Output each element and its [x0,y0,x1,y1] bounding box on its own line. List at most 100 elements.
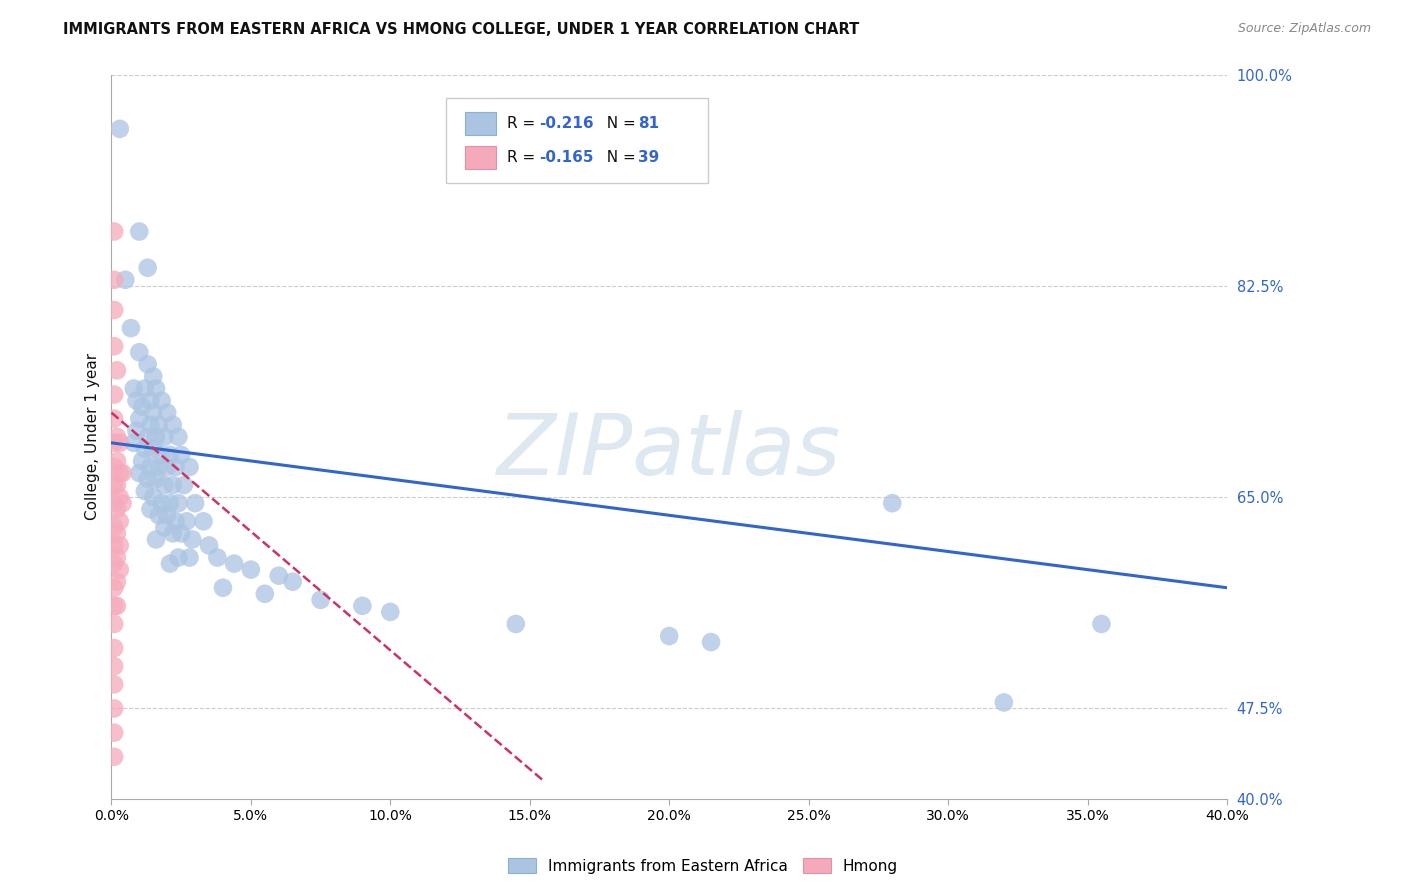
Point [162,417,184,432]
Text: N =: N = [596,116,640,131]
Text: -0.165: -0.165 [538,150,593,165]
Point [150,448,173,462]
Text: Source: ZipAtlas.com: Source: ZipAtlas.com [1237,22,1371,36]
Point [156,508,179,523]
Point [176,514,198,528]
Point [108,121,131,136]
Point [142,442,165,456]
Point [165,460,187,475]
Point [105,574,128,589]
Point [181,533,204,547]
Point [148,460,170,475]
Point [103,460,125,475]
Point [159,448,181,462]
Point [122,382,145,396]
Point [128,411,150,425]
Text: 39: 39 [638,150,659,165]
Point [153,520,176,534]
Point [139,502,162,516]
Point [173,478,195,492]
Point [142,406,165,420]
Point [1090,617,1112,632]
Point [136,357,159,371]
Point [131,454,153,468]
Point [148,417,170,432]
Point [193,514,215,528]
Point [105,454,128,468]
Point [267,568,290,582]
Point [184,496,207,510]
Point [148,508,170,523]
Point [505,617,527,632]
Point [212,581,235,595]
Point [103,520,125,534]
Point [105,478,128,492]
Point [103,303,125,318]
Point [145,430,167,444]
Point [128,225,150,239]
Point [128,466,150,480]
Text: R =: R = [508,116,540,131]
Point [125,424,148,438]
Point [103,599,125,613]
Point [658,629,681,643]
Point [139,417,162,432]
Point [103,273,125,287]
Point [105,430,128,444]
Point [153,478,176,492]
Point [993,696,1015,710]
Point [136,260,159,275]
Point [207,550,229,565]
Point [108,539,131,553]
Point [134,484,156,499]
Point [134,382,156,396]
Point [103,557,125,571]
Point [131,400,153,414]
Point [128,345,150,359]
Point [134,442,156,456]
Point [179,550,201,565]
Point [103,225,125,239]
Point [103,496,125,510]
Legend: Immigrants from Eastern Africa, Hmong: Immigrants from Eastern Africa, Hmong [502,852,904,880]
Point [125,393,148,408]
Point [103,339,125,353]
Point [103,701,125,715]
Point [170,526,193,541]
Point [145,472,167,486]
Point [170,448,193,462]
Point [103,387,125,401]
FancyBboxPatch shape [465,112,496,136]
Text: ZIPatlas: ZIPatlas [498,409,841,492]
Point [103,659,125,673]
Point [114,273,136,287]
Point [156,460,179,475]
Point [165,514,187,528]
Point [108,490,131,504]
Point [309,592,332,607]
Point [145,382,167,396]
Point [136,430,159,444]
Point [103,617,125,632]
Point [224,557,246,571]
Point [145,533,167,547]
Point [700,635,723,649]
Point [150,496,173,510]
Text: IMMIGRANTS FROM EASTERN AFRICA VS HMONG COLLEGE, UNDER 1 YEAR CORRELATION CHART: IMMIGRANTS FROM EASTERN AFRICA VS HMONG … [63,22,859,37]
Point [103,478,125,492]
Point [167,550,190,565]
Point [105,502,128,516]
Point [105,526,128,541]
Point [103,641,125,656]
Point [139,393,162,408]
Point [139,460,162,475]
Point [150,393,173,408]
Point [105,550,128,565]
Point [108,435,131,450]
Point [159,557,181,571]
Point [153,430,176,444]
Point [108,514,131,528]
Point [142,490,165,504]
Point [105,363,128,377]
Point [253,587,276,601]
